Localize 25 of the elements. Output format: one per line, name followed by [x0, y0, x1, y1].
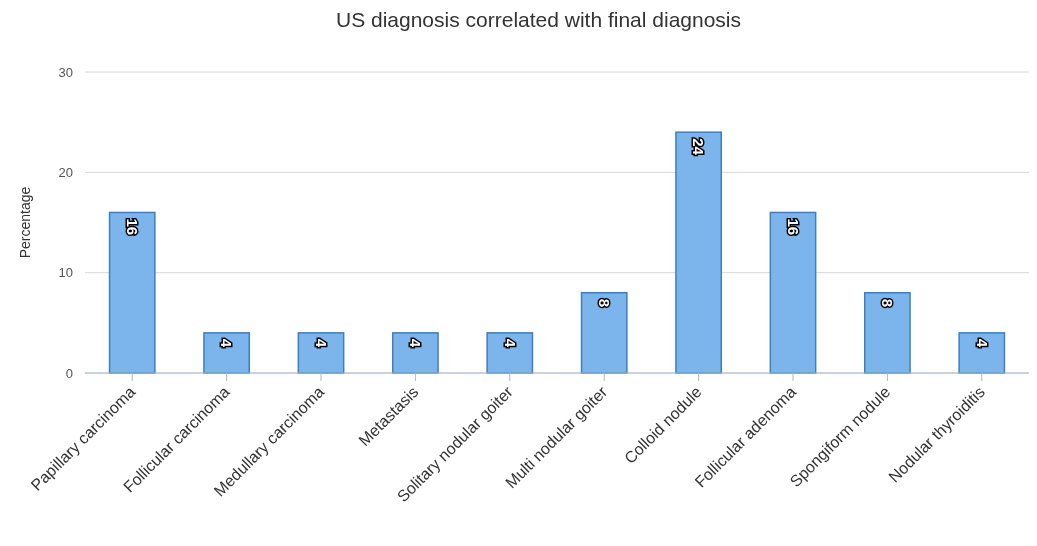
data-label: 24 — [690, 138, 708, 156]
data-label: 8 — [879, 298, 897, 308]
y-tick-label: 0 — [65, 365, 73, 381]
data-label: 4 — [501, 338, 519, 348]
y-tick-label: 10 — [58, 265, 73, 281]
data-label: 4 — [312, 338, 330, 348]
bar — [108, 211, 156, 374]
bar — [769, 211, 817, 374]
chart-title: US diagnosis correlated with final diagnosis — [335, 8, 742, 31]
data-label: 4 — [218, 338, 236, 348]
bar — [958, 332, 1006, 374]
bar — [580, 291, 628, 374]
bar — [486, 332, 534, 374]
data-label: 16 — [784, 218, 802, 236]
data-label: 16 — [123, 218, 141, 236]
data-label: 8 — [595, 298, 613, 308]
y-tick-label: 30 — [58, 64, 73, 80]
data-label: 4 — [407, 338, 425, 348]
y-tick-label: 20 — [58, 164, 73, 180]
bar — [675, 131, 723, 374]
y-axis-title: Percentage — [17, 186, 33, 259]
bar — [203, 332, 251, 374]
data-label: 4 — [973, 338, 991, 348]
bar — [863, 291, 911, 374]
bar — [391, 332, 439, 374]
